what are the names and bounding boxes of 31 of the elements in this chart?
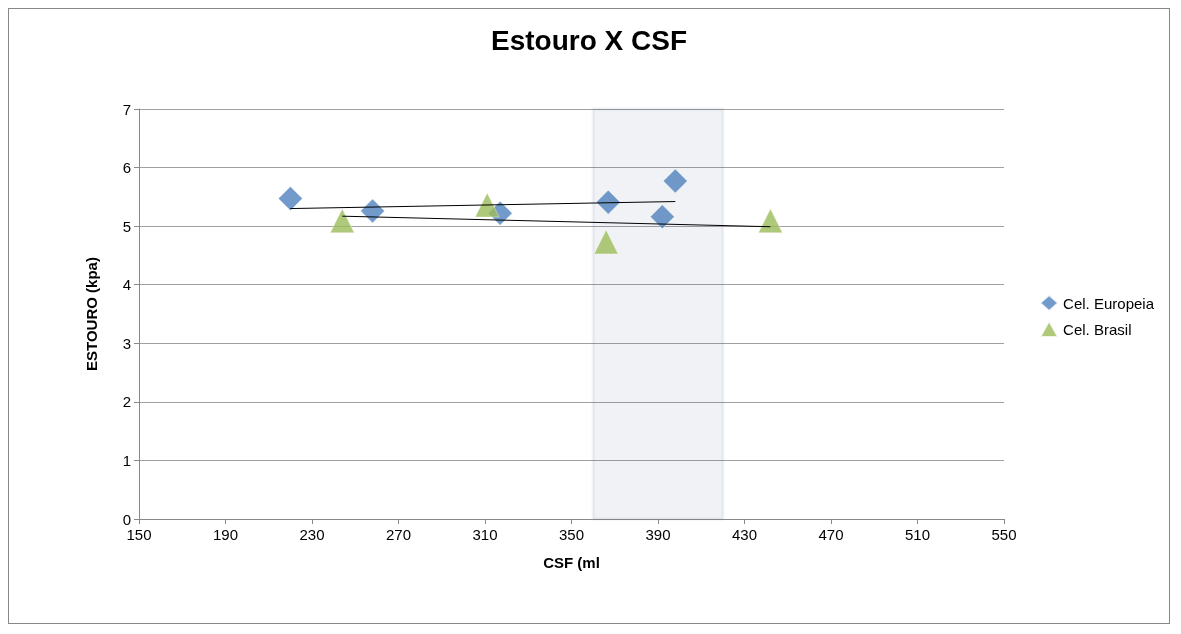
x-tick-label: 310	[472, 526, 498, 543]
legend-label: Cel. Europeia	[1063, 294, 1155, 312]
x-tick-label: 470	[818, 526, 844, 543]
x-axis-title: CSF (ml	[543, 554, 600, 571]
y-axis-title: ESTOURO (kpa)	[83, 257, 100, 371]
chart-title: Estouro X CSF	[490, 24, 688, 56]
y-tick-label: 5	[122, 217, 131, 235]
x-tick-label: 270	[385, 526, 412, 543]
legend-label: Cel. Brasil	[1063, 320, 1132, 338]
x-tick-label: 430	[731, 526, 758, 543]
point	[593, 229, 619, 255]
y-tick-label: 3	[122, 334, 131, 352]
x-tick-label: 190	[212, 526, 239, 543]
x-tick-label: 350	[558, 526, 585, 543]
x-tick-label: 390	[645, 526, 671, 543]
y-tick-label: 4	[122, 276, 131, 294]
point	[474, 192, 500, 218]
x-tick-label: 230	[299, 526, 325, 543]
y-tick-label: 0	[122, 510, 131, 528]
x-tick-label: 510	[904, 526, 931, 543]
point	[650, 204, 675, 230]
y-tick-label: 7	[122, 100, 131, 118]
y-tick-label: 6	[122, 159, 131, 177]
x-tick-label: 150	[126, 526, 152, 543]
point	[758, 208, 783, 234]
y-tick-label: 2	[122, 393, 131, 411]
point	[663, 168, 688, 194]
x-tick-label: 550	[991, 526, 1017, 543]
y-tick-label: 1	[122, 451, 131, 469]
point	[278, 186, 303, 211]
point	[330, 208, 355, 234]
